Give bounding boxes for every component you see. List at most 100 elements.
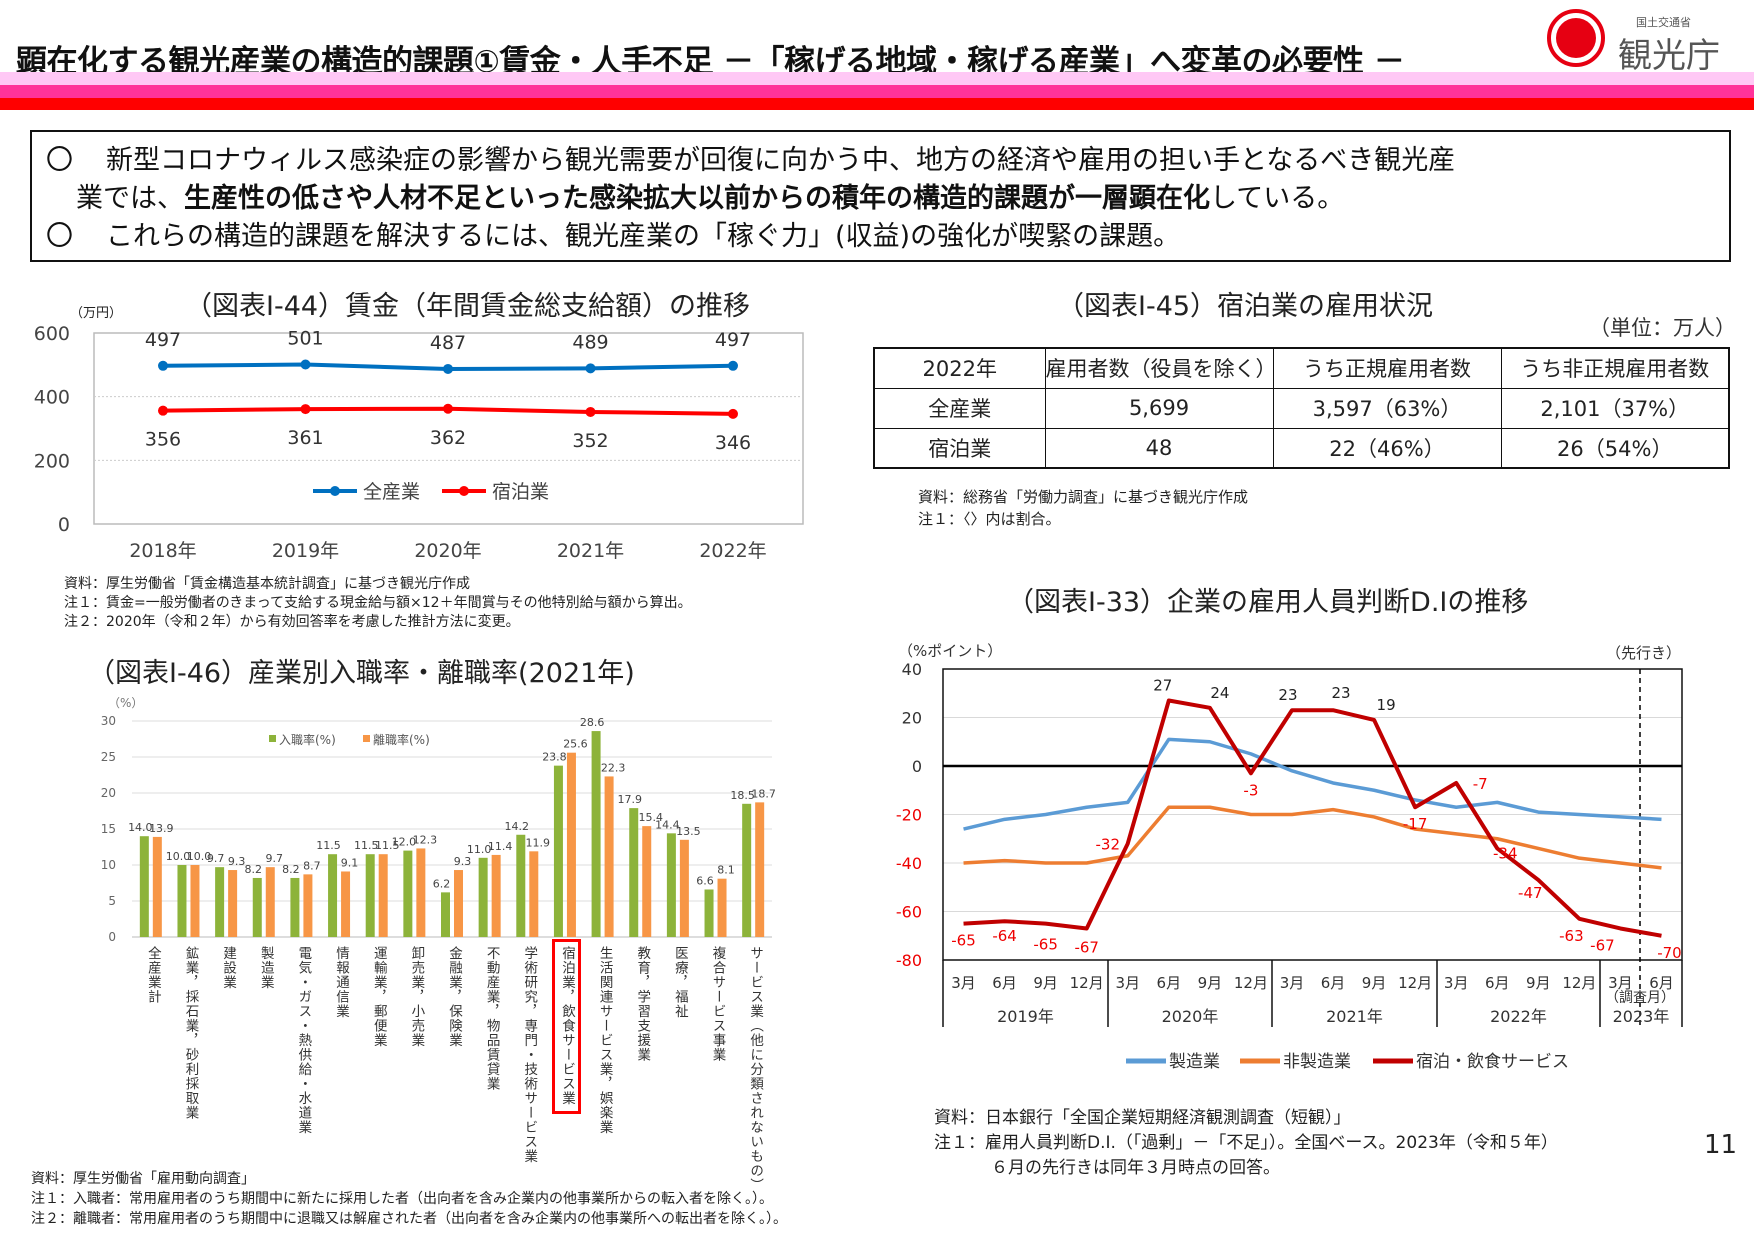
legend-label: 全産業 <box>363 481 420 503</box>
data-label: 23 <box>1278 686 1297 704</box>
table-header-row: 2022年 雇用者数（役員を除く） うち正規雇用者数 うち非正規雇用者数 <box>873 347 1730 389</box>
bar-hiring-rate <box>704 889 714 937</box>
bar-hiring-rate <box>328 854 338 937</box>
summary-line-2: 業では、生産性の低さや人材不足といった感染拡大以前からの積年の構造的課題が一層顕… <box>76 176 1344 215</box>
table-row: 宿泊業 48 22（46%） 26（54%） <box>873 427 1730 469</box>
data-label: 487 <box>430 332 466 354</box>
summary-emphasis: 生産性の低さや人材不足といった感染拡大以前からの積年の構造的課題が一層顕在化 <box>184 183 1210 214</box>
month-label: 6月 <box>1649 974 1674 992</box>
y-tick-label: 15 <box>101 822 116 836</box>
data-label: -7 <box>1473 775 1488 793</box>
category-label: 電気・ガス・熱供給・水道業 <box>295 946 312 1135</box>
y-tick-label: 20 <box>902 709 922 728</box>
month-label: 6月 <box>1485 974 1510 992</box>
plot-area <box>942 668 1683 961</box>
table-note: 資料：総務省「労働力調査」に基づき観光庁作成 <box>918 488 1249 506</box>
header-band-light <box>0 72 1754 85</box>
table-header: うち非正規雇用者数 <box>1500 347 1730 389</box>
table-cell: 22（46%） <box>1272 427 1502 469</box>
category-label: 全産業計 <box>144 946 161 1004</box>
bar-value-label: 17.9 <box>617 793 642 806</box>
table-note: 注１：〈〉内は割合。 <box>918 510 1061 528</box>
bar-value-label: 11.5 <box>316 839 341 852</box>
table-cell: 48 <box>1044 427 1274 469</box>
bar-note: 注２：離職者：常用雇用者のうち期間中に退職又は解雇された者（出向者を含み企業内の… <box>31 1211 787 1227</box>
survey-month-label: （調査月） <box>1605 990 1675 1006</box>
data-label: 501 <box>287 328 323 350</box>
data-label: -63 <box>1559 927 1584 945</box>
bar-hiring-rate <box>177 865 187 937</box>
series-line-manufacturing <box>963 737 1662 831</box>
data-label: 356 <box>145 429 181 451</box>
bar-hiring-rate <box>553 765 563 937</box>
bar-value-label: 25.6 <box>563 738 588 751</box>
month-label: 6月 <box>1321 974 1346 992</box>
bar-separation-rate <box>679 839 689 937</box>
bar-value-label: 23.8 <box>542 751 567 764</box>
data-label: -17 <box>1403 815 1428 833</box>
category-label: 建設業 <box>220 946 237 990</box>
bar-value-label: 12.0 <box>392 836 417 849</box>
data-label: 362 <box>430 427 466 449</box>
data-label: 24 <box>1210 684 1229 702</box>
bar-value-label: 13.5 <box>676 825 701 838</box>
category-label: 教育，学習支援業 <box>634 946 651 1062</box>
legend-label: 離職率(%) <box>373 732 430 747</box>
category-label: 金融業，保険業 <box>446 946 462 1048</box>
summary-line-3: これらの構造的課題を解決するには、観光産業の「稼ぐ力」(収益)の強化が喫緊の課題… <box>106 221 1181 252</box>
category-label: 複合サービス事業 <box>709 946 726 1062</box>
bar-hiring-rate <box>252 877 262 937</box>
plot-area <box>93 332 804 525</box>
data-label: 352 <box>572 430 608 452</box>
bar-separation-rate <box>454 870 463 937</box>
data-label: -34 <box>1493 844 1518 862</box>
month-label: 12月 <box>1562 974 1596 992</box>
bar-value-label: 6.2 <box>433 877 451 890</box>
bar-separation-rate <box>378 854 388 937</box>
bar-value-label: 12.3 <box>413 833 438 846</box>
y-tick-label: 0 <box>108 930 116 944</box>
data-label: -65 <box>951 932 976 950</box>
month-label: 9月 <box>1362 974 1387 992</box>
bar-value-label: 10.0 <box>166 850 191 863</box>
bar-value-label: 11.4 <box>488 840 513 853</box>
data-label: -67 <box>1074 938 1099 956</box>
data-point <box>158 405 168 416</box>
year-label: 2020年 <box>1162 1007 1219 1026</box>
month-label: 12月 <box>1234 974 1268 992</box>
page-number: 11 <box>1704 1130 1738 1160</box>
bar-separation-rate <box>491 854 501 937</box>
logo-circle-icon <box>1547 9 1605 67</box>
bar-hiring-rate <box>666 833 676 937</box>
bar-value-label: 11.5 <box>375 839 400 852</box>
bar-value-label: 13.9 <box>149 822 174 835</box>
bar-hiring-rate <box>441 892 450 937</box>
category-label: 不動産業，物品賃貸業 <box>483 946 500 1091</box>
bar-separation-rate <box>755 802 765 937</box>
data-label: 346 <box>715 432 751 454</box>
y-tick-label: 30 <box>101 714 116 728</box>
data-point <box>300 404 311 415</box>
data-label: -64 <box>992 927 1017 945</box>
table-cell: 26（54%） <box>1500 427 1730 469</box>
wage-note: 資料：厚生労働省「賃金構造基本統計調査」に基づき観光庁作成 <box>64 576 470 592</box>
data-point <box>443 363 453 374</box>
bar-value-label: 18.7 <box>751 787 776 800</box>
month-label: 9月 <box>1526 974 1551 992</box>
highlight-box <box>552 939 581 1114</box>
y-tick-label: 600 <box>34 323 70 345</box>
bar-separation-rate <box>566 752 576 937</box>
di-y-unit: （%ポイント） <box>898 642 1003 660</box>
month-label: 3月 <box>951 974 976 992</box>
bar-value-label: 28.6 <box>580 716 605 729</box>
bar-separation-rate <box>303 874 313 937</box>
summary-box: 〇 新型コロナウィルス感染症の影響から観光需要が回復に向かう中、地方の経済や雇用… <box>30 130 1731 262</box>
data-point <box>585 406 596 417</box>
bar-note: 資料：厚生労働省「雇用動向調査」 <box>31 1171 255 1187</box>
y-tick-label: -80 <box>896 951 922 970</box>
data-label: 361 <box>287 427 323 449</box>
month-label: 6月 <box>1157 974 1182 992</box>
